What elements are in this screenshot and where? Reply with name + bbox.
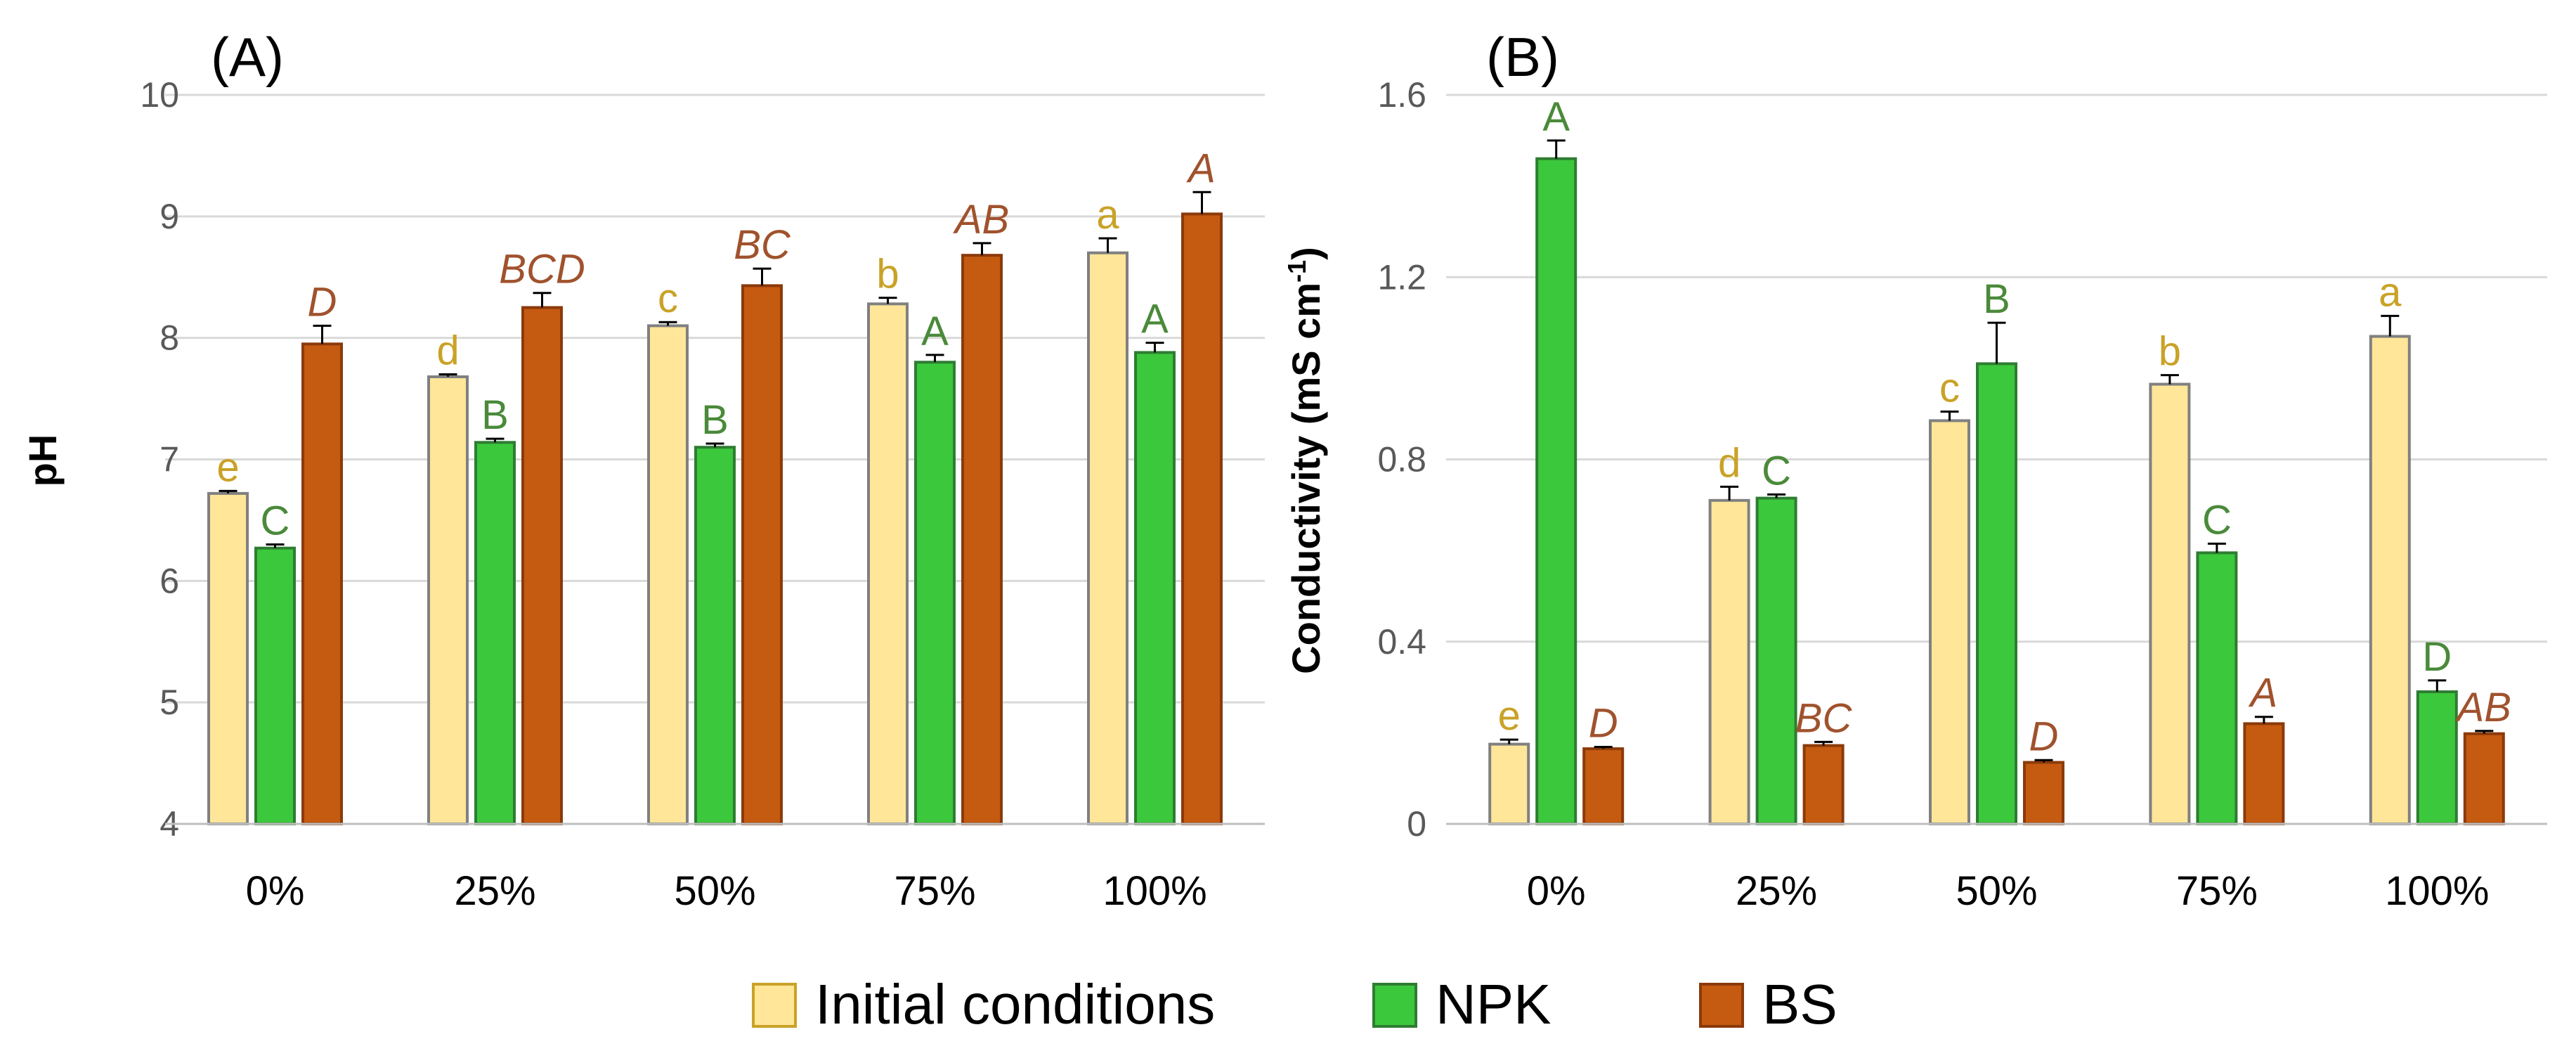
bar-bs — [301, 342, 343, 825]
significance-letter: c — [1939, 365, 1960, 411]
x-tick-label: 25% — [1736, 868, 1817, 914]
y-axis-label-sup: -1 — [1282, 260, 1311, 283]
x-tick-label: 75% — [2176, 868, 2258, 914]
bar-npk — [254, 546, 296, 825]
y-tick-label: 5 — [160, 683, 179, 722]
significance-letter: A — [1186, 146, 1216, 191]
bar-initial-conditions — [1488, 742, 1530, 825]
panel-label: (B) — [1486, 26, 1559, 88]
legend-swatch — [1699, 983, 1744, 1028]
bar-initial-conditions — [427, 375, 469, 825]
legend-label: NPK — [1436, 973, 1552, 1036]
x-tick-label: 100% — [1102, 868, 1206, 914]
significance-letter: C — [2202, 497, 2232, 543]
significance-letter: C — [1762, 448, 1791, 493]
bar-bs — [1802, 744, 1845, 825]
significance-letter: a — [2379, 269, 2402, 315]
y-axis-label-text: Conductivity (mS cm — [1284, 283, 1328, 674]
bar-initial-conditions — [1929, 419, 1970, 825]
bar-bs — [2243, 722, 2285, 825]
significance-letter: D — [2029, 714, 2059, 759]
bar-npk — [2416, 690, 2458, 826]
chart-panel-a: 45678910(A)pH0%eCD25%dBBCD50%cBBC75%bAAB… — [20, 26, 1265, 914]
significance-letter: A — [1141, 297, 1169, 342]
significance-letter: BCD — [499, 247, 585, 292]
bar-initial-conditions — [2149, 382, 2191, 825]
bar-npk — [474, 441, 516, 825]
legend-label: BS — [1762, 973, 1837, 1036]
y-tick-label: 0.8 — [1377, 440, 1426, 479]
bar-npk — [2196, 551, 2238, 825]
significance-letter: c — [658, 276, 678, 321]
bar-initial-conditions — [2369, 335, 2411, 826]
significance-letter: AB — [953, 197, 1009, 243]
significance-letter: a — [1096, 192, 1119, 238]
y-axis-label: pH — [20, 434, 65, 487]
significance-letter: b — [2159, 329, 2181, 375]
y-tick-label: 9 — [160, 197, 179, 236]
legend-label: Initial conditions — [815, 973, 1215, 1036]
bar-initial-conditions — [867, 302, 909, 826]
y-tick-label: 1.2 — [1377, 257, 1426, 297]
bar-bs — [521, 306, 563, 826]
bar-bs — [741, 284, 783, 825]
x-tick-label: 0% — [246, 868, 305, 914]
significance-letter: B — [701, 397, 729, 443]
significance-letter: D — [308, 279, 337, 325]
significance-letter: D — [1589, 700, 1618, 746]
bar-bs — [1582, 747, 1625, 825]
y-tick-label: 0.4 — [1377, 622, 1426, 662]
significance-letter: e — [1498, 693, 1521, 739]
significance-letter: BC — [1795, 695, 1853, 741]
bar-bs — [2023, 761, 2064, 826]
significance-letter: D — [2422, 634, 2452, 680]
significance-letter: d — [436, 328, 459, 374]
significance-letter: A — [921, 309, 949, 354]
significance-letter: b — [876, 252, 899, 297]
bar-initial-conditions — [207, 491, 249, 825]
legend-swatch — [1372, 983, 1417, 1028]
x-tick-label: 50% — [1956, 868, 2037, 914]
bar-npk — [1535, 157, 1578, 826]
y-axis-label-text: pH — [20, 434, 65, 487]
significance-letter: B — [1983, 276, 2010, 322]
x-tick-label: 75% — [894, 868, 975, 914]
y-tick-label: 1.6 — [1377, 75, 1426, 115]
x-tick-label: 25% — [454, 868, 535, 914]
y-tick-label: 10 — [140, 75, 179, 115]
significance-letter: BC — [734, 222, 791, 268]
x-tick-label: 0% — [1527, 868, 1586, 914]
bar-npk — [1755, 496, 1797, 825]
significance-letter: AB — [2455, 685, 2511, 730]
y-tick-label: 7 — [160, 440, 179, 479]
bar-bs — [961, 254, 1003, 825]
significance-letter: B — [481, 392, 509, 438]
bar-bs — [2463, 732, 2505, 826]
panel-label: (A) — [211, 26, 284, 88]
significance-letter: e — [216, 444, 239, 490]
y-axis-label: Conductivity (mS cm-1) — [1282, 247, 1329, 674]
significance-letter: A — [1542, 94, 1570, 140]
bar-initial-conditions — [647, 324, 689, 825]
y-tick-label: 8 — [160, 318, 179, 358]
bar-npk — [1976, 362, 2017, 825]
y-tick-label: 0 — [1407, 804, 1426, 844]
y-axis-label-tail: ) — [1284, 247, 1328, 260]
significance-letter: A — [2249, 671, 2278, 716]
bar-npk — [914, 361, 956, 825]
legend-swatch — [752, 983, 797, 1028]
x-tick-label: 50% — [674, 868, 755, 914]
y-tick-label: 6 — [160, 561, 179, 600]
bar-bs — [1181, 212, 1223, 826]
significance-letter: C — [261, 498, 290, 543]
significance-letter: d — [1718, 440, 1741, 486]
bar-initial-conditions — [1708, 498, 1750, 825]
bar-npk — [694, 446, 736, 825]
chart-panel-b: 0 0.4 0.8 1.2 1.6 (B) Conductivity (mS cm-1) 0%… — [1282, 26, 2547, 914]
bar-initial-conditions — [1087, 251, 1128, 825]
x-tick-label: 100% — [2385, 868, 2489, 914]
bar-npk — [1134, 351, 1176, 825]
legend: Initial conditions NPK BS — [752, 973, 1837, 1036]
